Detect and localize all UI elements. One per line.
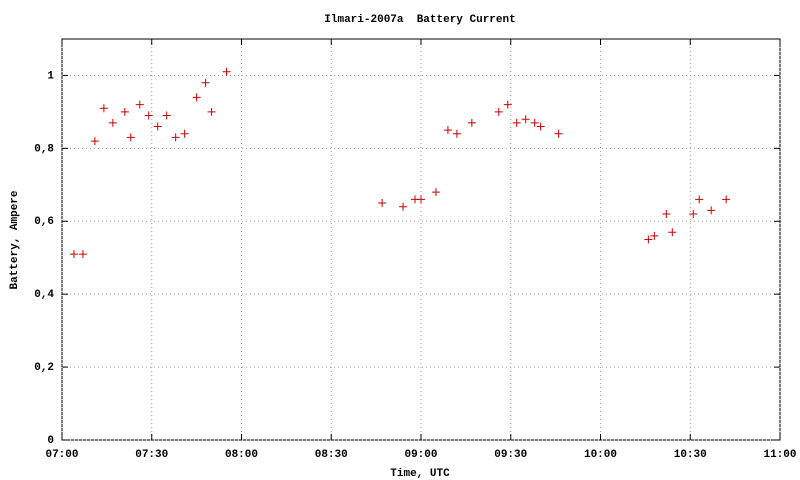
y-tick-label: 0 xyxy=(47,435,54,447)
data-point xyxy=(530,118,539,127)
data-point xyxy=(108,118,117,127)
x-tick-label: 09:00 xyxy=(404,449,437,461)
data-point xyxy=(207,107,216,116)
data-point xyxy=(662,209,671,218)
y-tick-label: 0,8 xyxy=(34,143,54,155)
data-point xyxy=(144,111,153,120)
data-point xyxy=(644,235,653,244)
y-tick-label: 0,4 xyxy=(34,289,54,301)
x-tick-label: 08:00 xyxy=(225,449,258,461)
data-point xyxy=(135,100,144,109)
data-point xyxy=(120,107,129,116)
data-point xyxy=(69,250,78,259)
data-point xyxy=(452,129,461,138)
data-point xyxy=(494,107,503,116)
data-point xyxy=(503,100,512,109)
data-point xyxy=(443,126,452,135)
y-tick-label: 0,6 xyxy=(34,216,54,228)
data-point xyxy=(192,93,201,102)
data-point xyxy=(722,195,731,204)
data-point xyxy=(536,122,545,131)
data-point xyxy=(650,231,659,240)
data-point xyxy=(668,228,677,237)
x-tick-label: 09:30 xyxy=(494,449,527,461)
x-tick-label: 10:00 xyxy=(584,449,617,461)
data-point xyxy=(707,206,716,215)
data-point xyxy=(171,133,180,142)
data-point xyxy=(378,199,387,208)
data-point xyxy=(512,118,521,127)
data-point xyxy=(521,115,530,124)
data-point xyxy=(467,118,476,127)
data-point xyxy=(417,195,425,204)
y-tick-label: 0,2 xyxy=(34,362,54,374)
x-tick-label: 08:30 xyxy=(315,449,348,461)
data-point xyxy=(689,209,698,218)
data-point xyxy=(554,129,563,138)
data-point xyxy=(180,129,189,138)
data-point xyxy=(153,122,162,131)
y-tick-label: 1 xyxy=(47,70,54,82)
data-point xyxy=(78,250,87,259)
data-point xyxy=(201,78,210,87)
x-tick-label: 07:30 xyxy=(135,449,168,461)
data-point xyxy=(399,202,408,211)
y-axis-label: Battery, Ampere xyxy=(9,190,21,289)
data-point xyxy=(695,195,704,204)
x-axis-label: Time, UTC xyxy=(390,468,450,480)
data-point xyxy=(90,137,99,146)
x-tick-label: 07:00 xyxy=(45,449,78,461)
x-tick-label: 10:30 xyxy=(674,449,707,461)
data-point xyxy=(99,104,108,113)
chart-title: Ilmari-2007a Battery Current xyxy=(324,14,515,26)
data-point xyxy=(431,188,440,197)
data-point xyxy=(162,111,171,120)
data-point xyxy=(126,133,135,142)
data-point xyxy=(222,67,231,76)
x-tick-label: 11:00 xyxy=(763,449,796,461)
